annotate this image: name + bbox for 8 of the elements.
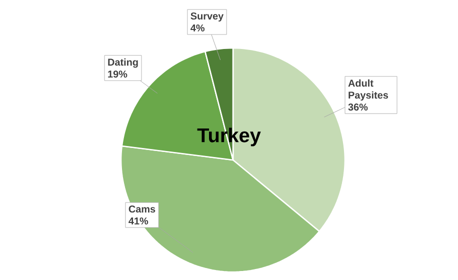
slice-label: Survey xyxy=(190,12,224,22)
data-label: 41% xyxy=(128,217,148,224)
data-label: 4% xyxy=(190,24,205,32)
slice-label: Cams xyxy=(128,206,156,213)
slice-label: Adult Paysites xyxy=(348,79,388,101)
data-label: 19% xyxy=(108,70,128,78)
slice-label: Dating xyxy=(108,58,138,68)
data-label: 36% xyxy=(348,104,368,111)
